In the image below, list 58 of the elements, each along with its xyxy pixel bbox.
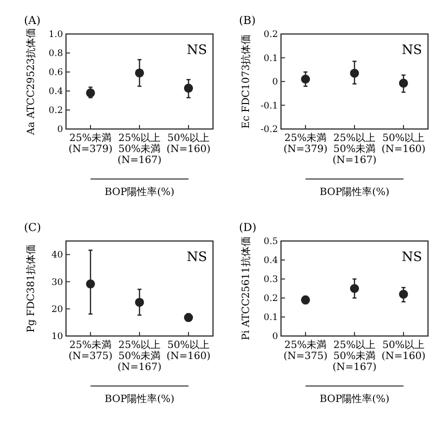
y-tick-label: 0.4	[48, 87, 64, 98]
point	[135, 298, 144, 307]
y-tick-label: 0.2	[264, 30, 278, 40]
y-tick-label: 0.2	[48, 106, 63, 116]
y-tick-label: -0.1	[260, 101, 278, 112]
y-tick-label: 0	[272, 332, 278, 342]
point	[184, 84, 193, 93]
point	[135, 68, 144, 78]
x-axis-title: BOP陽性率(%)	[104, 393, 174, 405]
y-axis-title: Pg FDC381抗体価	[25, 244, 37, 333]
x-tick-label: 50%以上 (N=160)	[166, 339, 211, 362]
chart-title: (A)	[24, 14, 41, 27]
annotation: NS	[186, 250, 207, 265]
y-tick-label: 30	[52, 278, 64, 288]
y-tick-label: 40	[52, 250, 64, 261]
x-tick-label: 25%未満 (N=379)	[283, 132, 328, 155]
y-tick-label: 0.6	[48, 68, 64, 78]
x-tick-label: 50%以上 (N=160)	[166, 132, 211, 155]
x-axis-title: BOP陽性率(%)	[104, 186, 174, 198]
chart-title: (C)	[24, 221, 41, 234]
y-tick-label: 0.2	[264, 294, 278, 304]
chart-title: (B)	[239, 14, 256, 27]
point	[399, 290, 408, 299]
x-tick-label: 25%以上 50%未満 (N=167)	[117, 339, 162, 373]
annotation: NS	[402, 43, 422, 58]
annotation: NS	[186, 43, 207, 58]
y-axis-title: Pi ATCC25611抗体価	[240, 236, 252, 340]
x-tick-label: 25%以上 50%未満 (N=167)	[332, 132, 377, 166]
point	[399, 78, 408, 88]
chart-title: (D)	[239, 221, 256, 234]
x-tick-label: 25%未満 (N=375)	[283, 339, 328, 362]
x-tick-label: 50%以上 (N=160)	[381, 339, 426, 362]
x-tick-label: 25%未満 (N=379)	[68, 132, 113, 155]
x-tick-label: 25%以上 50%未満 (N=167)	[117, 132, 162, 166]
y-tick-label: -0.2	[260, 125, 278, 136]
point	[301, 74, 310, 84]
y-tick-label: 0.3	[264, 275, 278, 286]
x-tick-label: 25%未満 (N=375)	[68, 339, 113, 362]
y-axis-title: Aa ATCC29523抗体価	[25, 28, 37, 136]
point	[350, 284, 359, 293]
x-tick-label: 50%以上 (N=160)	[381, 132, 426, 155]
y-tick-label: 20	[52, 305, 64, 316]
y-tick-label: 1.0	[48, 30, 64, 40]
y-tick-label: 0	[272, 78, 278, 88]
y-axis-title: Ec FDC1073抗体価	[240, 34, 252, 129]
y-tick-label: 0	[57, 125, 64, 136]
y-tick-label: 0.1	[264, 54, 278, 64]
point	[350, 68, 359, 78]
y-tick-label: 10	[52, 332, 64, 342]
y-tick-label: 0.8	[48, 49, 64, 60]
x-axis-title: BOP陽性率(%)	[320, 393, 390, 405]
point	[86, 279, 95, 288]
y-tick-label: 0.5	[264, 237, 278, 248]
annotation: NS	[402, 250, 422, 265]
y-tick-label: 0.1	[264, 313, 278, 324]
x-axis-title: BOP陽性率(%)	[320, 186, 390, 198]
x-tick-label: 25%以上 50%未満 (N=167)	[332, 339, 377, 373]
y-tick-label: 0.4	[264, 256, 278, 266]
